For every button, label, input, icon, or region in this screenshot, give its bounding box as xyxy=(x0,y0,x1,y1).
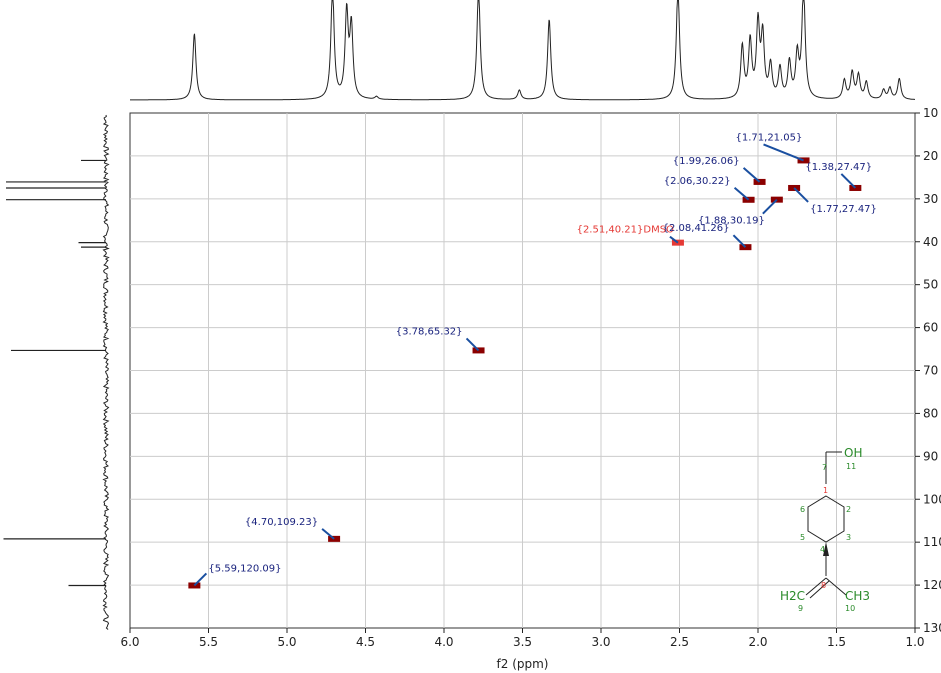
cross-peak-arrow xyxy=(733,187,750,201)
cross-peak-label: {3.78,65.32} xyxy=(396,326,463,337)
y-tick-label: 120 xyxy=(923,578,941,592)
cross-peak-label: {1.71,21.05} xyxy=(736,132,803,143)
atom-label-1: 1 xyxy=(823,486,828,495)
y-tick-label: 20 xyxy=(923,149,938,163)
x-tick-label: 5.5 xyxy=(199,635,218,649)
y-tick-label: 100 xyxy=(923,492,941,506)
cross-peak-label: {4.70,109.23} xyxy=(245,517,318,528)
oh-label: OH xyxy=(844,446,862,460)
chemical-structure: OH H2C CH3 7 11 1 2 3 4 5 6 8 9 10 xyxy=(780,446,870,613)
y-tick-label: 10 xyxy=(923,106,938,120)
atom-label-2: 2 xyxy=(846,505,851,514)
cross-peaks: {1.71,21.05} {1.99,26.06} {1.38,27.47} {2.0… xyxy=(188,132,877,589)
carbon-1d-projection xyxy=(3,114,110,630)
atom-label-11: 11 xyxy=(846,462,856,471)
cross-peak-label: {2.51,40.21}DMSO xyxy=(577,225,674,236)
ch3-label: CH3 xyxy=(845,589,870,603)
x-tick-label: 4.5 xyxy=(356,635,375,649)
x-tick-label: 2.0 xyxy=(748,635,767,649)
cross-peak-arrow xyxy=(840,173,857,189)
atom-label-7: 7 xyxy=(822,463,827,472)
x-axis-ticks: 6.0 5.5 5.0 4.5 4.0 3.5 3.0 2.5 2.0 1.5 1.0 xyxy=(120,628,925,649)
cross-peak-arrow xyxy=(669,235,679,244)
x-tick-label: 1.5 xyxy=(827,635,846,649)
atom-label-8: 8 xyxy=(821,581,826,590)
cross-peak-arrow xyxy=(763,143,804,162)
x-tick-label: 1.0 xyxy=(905,635,924,649)
cross-peak-label: {1.38,27.47} xyxy=(805,162,872,173)
y-axis-ticks: 10 20 30 40 50 60 70 80 90 100 110 120 130 xyxy=(915,106,941,635)
proton-1d-projection xyxy=(130,0,915,101)
cross-peak-arrow xyxy=(732,234,747,248)
atom-label-10: 10 xyxy=(845,604,855,613)
cross-peak-arrow xyxy=(793,187,809,203)
cross-peak-arrow xyxy=(321,528,335,540)
x-tick-label: 6.0 xyxy=(120,635,139,649)
proton-trace-line xyxy=(130,0,915,101)
y-tick-label: 110 xyxy=(923,535,941,549)
grid-lines xyxy=(130,113,915,628)
cross-peak-label: {2.08,41.26} xyxy=(663,223,730,234)
cross-peak-label: {2.06,30.22} xyxy=(664,176,731,187)
atom-label-4: 4 xyxy=(820,545,825,554)
cross-peak-arrow xyxy=(742,167,761,183)
carbon-trace-baseline xyxy=(102,114,110,630)
y-tick-label: 90 xyxy=(923,449,938,463)
atom-label-6: 6 xyxy=(800,505,805,514)
x-tick-label: 3.5 xyxy=(513,635,532,649)
cross-peak-label: {1.99,26.06} xyxy=(673,156,740,167)
atom-label-9: 9 xyxy=(798,604,803,613)
cross-peak-label: {5.59,120.09} xyxy=(208,563,281,574)
h2c-label: H2C xyxy=(780,589,805,603)
x-tick-label: 2.5 xyxy=(670,635,689,649)
y-tick-label: 80 xyxy=(923,406,938,420)
y-tick-label: 40 xyxy=(923,235,938,249)
atom-label-3: 3 xyxy=(846,533,851,542)
atom-label-5: 5 xyxy=(800,533,805,542)
x-axis-title: f2 (ppm) xyxy=(497,657,549,671)
cross-peak-arrow xyxy=(465,337,480,352)
y-tick-label: 130 xyxy=(923,621,941,635)
cross-peak-arrow xyxy=(193,572,208,587)
cross-peak-arrow xyxy=(762,198,778,215)
y-tick-label: 30 xyxy=(923,192,938,206)
cross-peak-label: {1.77,27.47} xyxy=(810,204,877,215)
y-tick-label: 70 xyxy=(923,364,938,378)
x-tick-label: 5.0 xyxy=(277,635,296,649)
y-tick-label: 60 xyxy=(923,321,938,335)
x-tick-label: 3.0 xyxy=(591,635,610,649)
cross-peak-label: {1.88,30.19} xyxy=(698,216,765,227)
y-tick-label: 50 xyxy=(923,278,938,292)
x-tick-label: 4.0 xyxy=(434,635,453,649)
